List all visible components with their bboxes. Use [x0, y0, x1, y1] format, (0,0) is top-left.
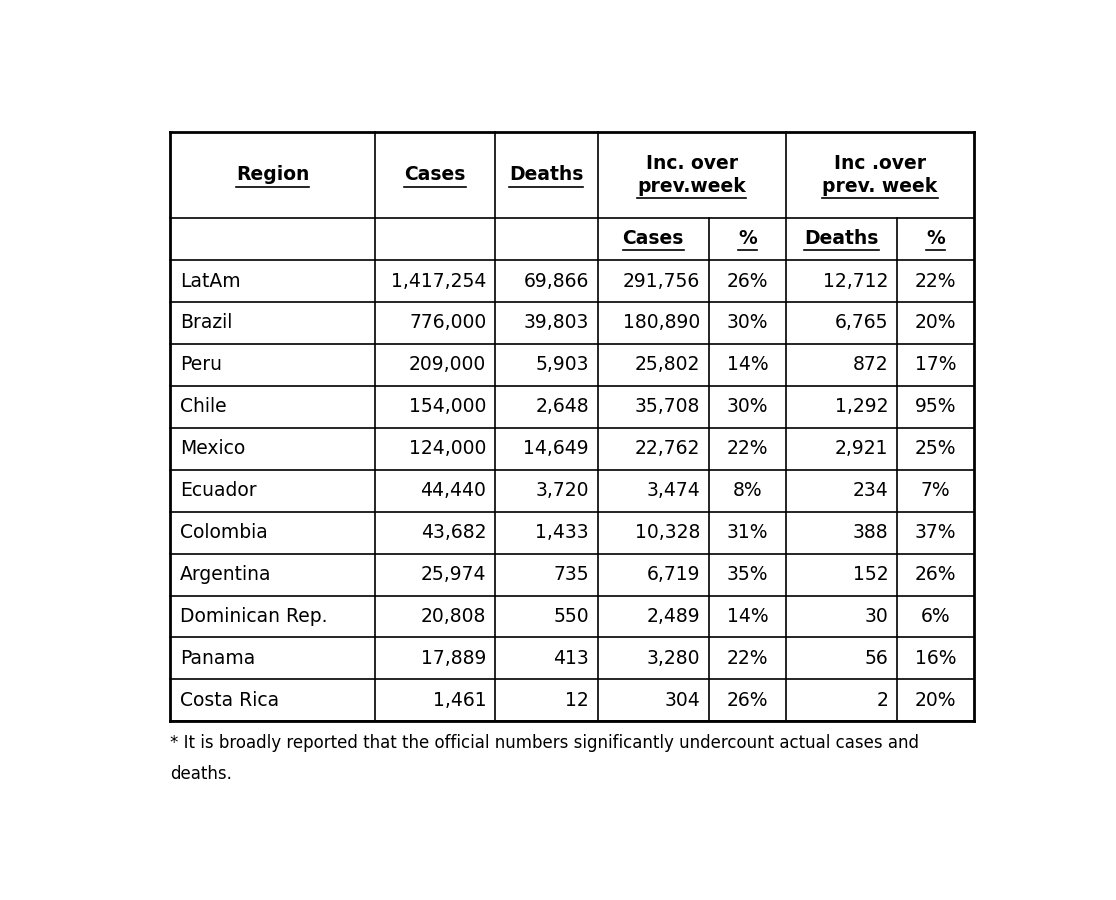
Text: 20%: 20%	[915, 313, 956, 332]
Text: Brazil: Brazil	[180, 313, 232, 332]
Text: 30%: 30%	[727, 397, 768, 417]
Text: Region: Region	[235, 166, 309, 184]
Text: Peru: Peru	[180, 356, 222, 374]
Text: Argentina: Argentina	[180, 565, 271, 584]
Text: 25,802: 25,802	[635, 356, 700, 374]
Text: 304: 304	[664, 691, 700, 710]
Text: 14,649: 14,649	[523, 439, 589, 458]
Text: 291,756: 291,756	[623, 272, 700, 291]
Text: %: %	[738, 230, 757, 248]
Text: Colombia: Colombia	[180, 523, 268, 542]
Text: 2: 2	[876, 691, 888, 710]
Text: 2,489: 2,489	[646, 607, 700, 626]
Text: 10,328: 10,328	[635, 523, 700, 542]
Text: 26%: 26%	[915, 565, 956, 584]
Text: * It is broadly reported that the official numbers significantly undercount actu: * It is broadly reported that the offici…	[170, 734, 918, 752]
Text: 154,000: 154,000	[408, 397, 487, 417]
Text: 35%: 35%	[727, 565, 768, 584]
Text: 17,889: 17,889	[421, 649, 487, 668]
Text: 17%: 17%	[915, 356, 956, 374]
Text: 2,648: 2,648	[536, 397, 589, 417]
Text: 6,719: 6,719	[646, 565, 700, 584]
Text: 20%: 20%	[915, 691, 956, 710]
Text: 30%: 30%	[727, 313, 768, 332]
Text: 69,866: 69,866	[523, 272, 589, 291]
Text: 22%: 22%	[727, 649, 768, 668]
Text: Deaths: Deaths	[805, 230, 878, 248]
Text: deaths.: deaths.	[170, 765, 232, 783]
Text: 3,280: 3,280	[646, 649, 700, 668]
Text: 14%: 14%	[727, 607, 768, 626]
Text: 8%: 8%	[732, 482, 762, 500]
Text: Deaths: Deaths	[509, 166, 584, 184]
Text: 5,903: 5,903	[536, 356, 589, 374]
Text: 776,000: 776,000	[410, 313, 487, 332]
Text: 26%: 26%	[727, 691, 768, 710]
Text: 22%: 22%	[915, 272, 956, 291]
Text: Costa Rica: Costa Rica	[180, 691, 279, 710]
Text: Inc. over
prev.week: Inc. over prev.week	[637, 154, 747, 196]
Text: Panama: Panama	[180, 649, 256, 668]
Text: 22%: 22%	[727, 439, 768, 458]
Text: Inc .over
prev. week: Inc .over prev. week	[822, 154, 937, 196]
Text: 43,682: 43,682	[421, 523, 487, 542]
Text: 209,000: 209,000	[410, 356, 487, 374]
Text: 35,708: 35,708	[635, 397, 700, 417]
Text: Chile: Chile	[180, 397, 227, 417]
Text: 30: 30	[865, 607, 888, 626]
Text: 44,440: 44,440	[421, 482, 487, 500]
Text: 6%: 6%	[921, 607, 951, 626]
Text: 56: 56	[865, 649, 888, 668]
Text: Cases: Cases	[623, 230, 684, 248]
Text: 14%: 14%	[727, 356, 768, 374]
Text: 872: 872	[853, 356, 888, 374]
Text: 124,000: 124,000	[408, 439, 487, 458]
Text: 152: 152	[853, 565, 888, 584]
Text: 2,921: 2,921	[835, 439, 888, 458]
Text: 3,720: 3,720	[536, 482, 589, 500]
Text: 1,461: 1,461	[433, 691, 487, 710]
Text: 39,803: 39,803	[523, 313, 589, 332]
Text: 22,762: 22,762	[635, 439, 700, 458]
Text: 3,474: 3,474	[646, 482, 700, 500]
Text: 12: 12	[565, 691, 589, 710]
Text: 7%: 7%	[921, 482, 951, 500]
Text: 1,292: 1,292	[835, 397, 888, 417]
Text: 31%: 31%	[727, 523, 768, 542]
Text: 388: 388	[853, 523, 888, 542]
Text: Cases: Cases	[404, 166, 465, 184]
Text: 735: 735	[554, 565, 589, 584]
Text: 12,712: 12,712	[824, 272, 888, 291]
Text: 25,974: 25,974	[421, 565, 487, 584]
Text: 6,765: 6,765	[835, 313, 888, 332]
Text: %: %	[926, 230, 945, 248]
Text: 180,890: 180,890	[623, 313, 700, 332]
Text: 234: 234	[853, 482, 888, 500]
Text: 20,808: 20,808	[421, 607, 487, 626]
Text: 1,417,254: 1,417,254	[391, 272, 487, 291]
Text: Dominican Rep.: Dominican Rep.	[180, 607, 328, 626]
Text: Ecuador: Ecuador	[180, 482, 257, 500]
Text: 16%: 16%	[915, 649, 956, 668]
Text: Mexico: Mexico	[180, 439, 246, 458]
Text: 413: 413	[554, 649, 589, 668]
Text: 550: 550	[554, 607, 589, 626]
Text: LatAm: LatAm	[180, 272, 241, 291]
Text: 37%: 37%	[915, 523, 956, 542]
Text: 1,433: 1,433	[536, 523, 589, 542]
Text: 25%: 25%	[915, 439, 956, 458]
Text: 26%: 26%	[727, 272, 768, 291]
Text: 95%: 95%	[915, 397, 956, 417]
